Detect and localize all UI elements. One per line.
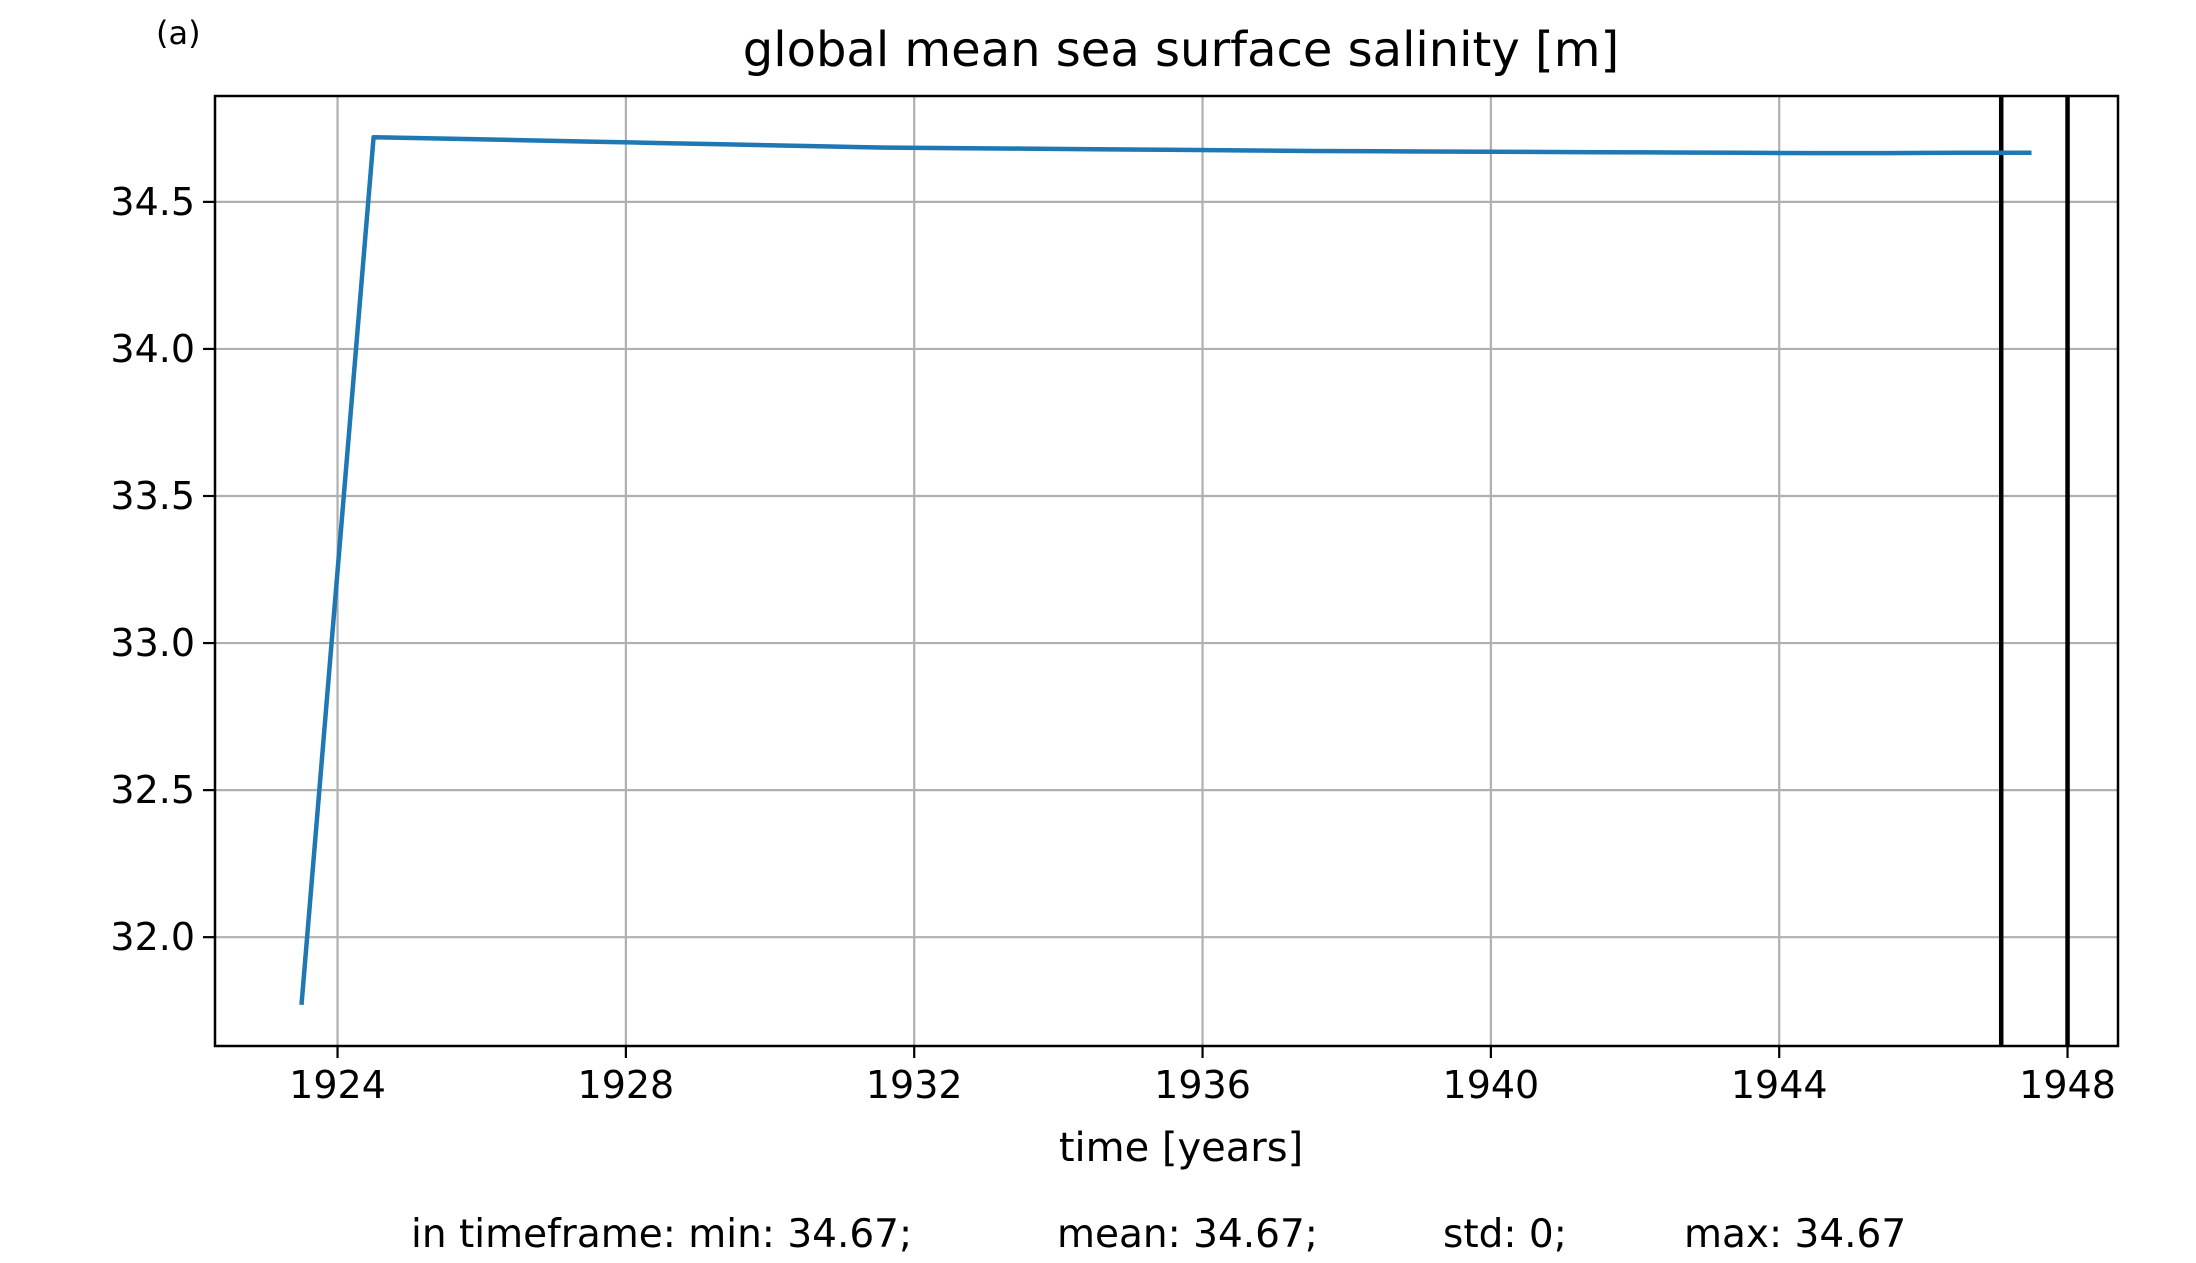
y-tick-label: 34.5 — [110, 180, 195, 224]
stat-mean: mean: 34.67; — [1057, 1212, 1318, 1257]
ticks: 1924 1928 1932 1936 1940 1944 1948 32.0 32.5 33.0… — [110, 180, 2116, 1107]
grid — [215, 96, 2118, 1046]
x-axis-label: time [years] — [1058, 1125, 1304, 1171]
y-tick-label: 33.5 — [110, 474, 195, 518]
stat-max: max: 34.67 — [1684, 1212, 1907, 1257]
y-tick-label: 33.0 — [110, 621, 195, 665]
x-tick-label: 1944 — [1731, 1063, 1828, 1107]
x-tick-label: 1948 — [2019, 1063, 2116, 1107]
series-line — [299, 134, 2032, 1005]
plot-area — [299, 96, 2070, 1046]
y-tick-label: 32.5 — [110, 768, 195, 812]
panel-label: (a) — [156, 14, 201, 52]
axes-frame — [213, 94, 2120, 1048]
stat-min: in timeframe: min: 34.67; — [411, 1212, 913, 1257]
x-tick-label: 1940 — [1443, 1063, 1540, 1107]
x-tick-label: 1924 — [289, 1063, 386, 1107]
chart-title: global mean sea surface salinity [m] — [742, 22, 1620, 78]
y-tick-label: 32.0 — [110, 915, 195, 959]
y-tick-label: 34.0 — [110, 327, 195, 371]
stat-std: std: 0; — [1443, 1212, 1567, 1257]
x-tick-label: 1936 — [1154, 1063, 1251, 1107]
x-tick-label: 1928 — [578, 1063, 675, 1107]
x-tick-label: 1932 — [866, 1063, 963, 1107]
